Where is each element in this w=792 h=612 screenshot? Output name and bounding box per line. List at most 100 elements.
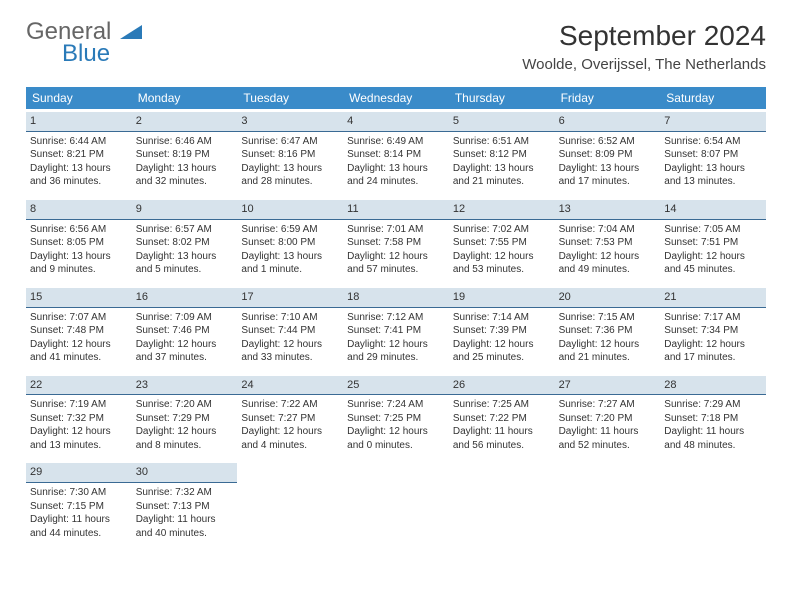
day-headers-row: SundayMondayTuesdayWednesdayThursdayFrid… bbox=[26, 87, 766, 109]
day-cell: 26Sunrise: 7:25 AMSunset: 7:22 PMDayligh… bbox=[449, 373, 555, 461]
day-number: 20 bbox=[555, 288, 661, 308]
day-cell: 24Sunrise: 7:22 AMSunset: 7:27 PMDayligh… bbox=[237, 373, 343, 461]
d2-text: and 4 minutes. bbox=[241, 439, 339, 453]
sunrise-text: Sunrise: 6:57 AM bbox=[136, 223, 234, 237]
day-number: 16 bbox=[132, 288, 238, 308]
d1-text: Daylight: 13 hours bbox=[664, 162, 762, 176]
d1-text: Daylight: 12 hours bbox=[664, 250, 762, 264]
sunset-text: Sunset: 7:15 PM bbox=[30, 500, 128, 514]
d2-text: and 21 minutes. bbox=[453, 175, 551, 189]
day-number: 4 bbox=[343, 112, 449, 132]
sunrise-text: Sunrise: 7:19 AM bbox=[30, 398, 128, 412]
d1-text: Daylight: 11 hours bbox=[30, 513, 128, 527]
day-number: 23 bbox=[132, 376, 238, 396]
day-cell: 23Sunrise: 7:20 AMSunset: 7:29 PMDayligh… bbox=[132, 373, 238, 461]
d1-text: Daylight: 13 hours bbox=[136, 162, 234, 176]
day-cell: 11Sunrise: 7:01 AMSunset: 7:58 PMDayligh… bbox=[343, 197, 449, 285]
day-cell: 18Sunrise: 7:12 AMSunset: 7:41 PMDayligh… bbox=[343, 285, 449, 373]
day-number: 6 bbox=[555, 112, 661, 132]
sunset-text: Sunset: 7:46 PM bbox=[136, 324, 234, 338]
header: General Blue September 2024 Woolde, Over… bbox=[26, 20, 766, 73]
logo: General Blue bbox=[26, 20, 142, 66]
day-cell: 14 Sunrise: 7:05 AMSunset: 7:51 PMDayligh… bbox=[660, 197, 766, 285]
week-row: 22Sunrise: 7:19 AMSunset: 7:32 PMDayligh… bbox=[26, 373, 766, 461]
d2-text: and 52 minutes. bbox=[559, 439, 657, 453]
day-number: 28 bbox=[660, 376, 766, 396]
d2-text: and 24 minutes. bbox=[347, 175, 445, 189]
day-number: 24 bbox=[237, 376, 343, 396]
d1-text: Daylight: 12 hours bbox=[136, 425, 234, 439]
day-number: 27 bbox=[555, 376, 661, 396]
d2-text: and 40 minutes. bbox=[136, 527, 234, 541]
d2-text: and 17 minutes. bbox=[559, 175, 657, 189]
week-row: 1Sunrise: 6:44 AMSunset: 8:21 PMDaylight… bbox=[26, 109, 766, 197]
sunrise-text: Sunrise: 7:24 AM bbox=[347, 398, 445, 412]
day-header: Thursday bbox=[449, 87, 555, 109]
d2-text: and 8 minutes. bbox=[136, 439, 234, 453]
sunrise-text: Sunrise: 7:27 AM bbox=[559, 398, 657, 412]
d1-text: Daylight: 12 hours bbox=[241, 338, 339, 352]
d2-text: and 45 minutes. bbox=[664, 263, 762, 277]
d2-text: and 33 minutes. bbox=[241, 351, 339, 365]
sunrise-text: Sunrise: 7:05 AM bbox=[664, 223, 762, 237]
day-number: 14 bbox=[660, 200, 766, 220]
sunset-text: Sunset: 7:32 PM bbox=[30, 412, 128, 426]
sunrise-text: Sunrise: 6:47 AM bbox=[241, 135, 339, 149]
d2-text: and 48 minutes. bbox=[664, 439, 762, 453]
day-cell: 17Sunrise: 7:10 AMSunset: 7:44 PMDayligh… bbox=[237, 285, 343, 373]
day-cell: 4Sunrise: 6:49 AMSunset: 8:14 PMDaylight… bbox=[343, 109, 449, 197]
sunset-text: Sunset: 8:21 PM bbox=[30, 148, 128, 162]
sunrise-text: Sunrise: 7:15 AM bbox=[559, 311, 657, 325]
weeks-grid: 1Sunrise: 6:44 AMSunset: 8:21 PMDaylight… bbox=[26, 109, 766, 548]
sunrise-text: Sunrise: 7:30 AM bbox=[30, 486, 128, 500]
sunset-text: Sunset: 7:51 PM bbox=[664, 236, 762, 250]
d2-text: and 21 minutes. bbox=[559, 351, 657, 365]
sunset-text: Sunset: 7:58 PM bbox=[347, 236, 445, 250]
d1-text: Daylight: 13 hours bbox=[241, 250, 339, 264]
day-cell: 8Sunrise: 6:56 AMSunset: 8:05 PMDaylight… bbox=[26, 197, 132, 285]
sunset-text: Sunset: 7:41 PM bbox=[347, 324, 445, 338]
day-number: 30 bbox=[132, 463, 238, 483]
sunset-text: Sunset: 7:27 PM bbox=[241, 412, 339, 426]
d1-text: Daylight: 13 hours bbox=[241, 162, 339, 176]
d2-text: and 28 minutes. bbox=[241, 175, 339, 189]
logo-text: General Blue bbox=[26, 20, 142, 66]
d2-text: and 5 minutes. bbox=[136, 263, 234, 277]
sunrise-text: Sunrise: 7:17 AM bbox=[664, 311, 762, 325]
day-number: 12 bbox=[449, 200, 555, 220]
d1-text: Daylight: 13 hours bbox=[136, 250, 234, 264]
sunset-text: Sunset: 7:18 PM bbox=[664, 412, 762, 426]
day-number: 17 bbox=[237, 288, 343, 308]
title-block: September 2024 Woolde, Overijssel, The N… bbox=[522, 20, 766, 73]
sunrise-text: Sunrise: 7:25 AM bbox=[453, 398, 551, 412]
d2-text: and 9 minutes. bbox=[30, 263, 128, 277]
day-number: 13 bbox=[555, 200, 661, 220]
logo-word-blue: Blue bbox=[62, 42, 142, 66]
day-number: 1 bbox=[26, 112, 132, 132]
sunset-text: Sunset: 7:25 PM bbox=[347, 412, 445, 426]
sunrise-text: Sunrise: 7:12 AM bbox=[347, 311, 445, 325]
d1-text: Daylight: 12 hours bbox=[347, 338, 445, 352]
d1-text: Daylight: 11 hours bbox=[136, 513, 234, 527]
day-cell: 16Sunrise: 7:09 AMSunset: 7:46 PMDayligh… bbox=[132, 285, 238, 373]
day-cell: 6Sunrise: 6:52 AMSunset: 8:09 PMDaylight… bbox=[555, 109, 661, 197]
sunrise-text: Sunrise: 7:02 AM bbox=[453, 223, 551, 237]
day-cell: 13Sunrise: 7:04 AMSunset: 7:53 PMDayligh… bbox=[555, 197, 661, 285]
day-header: Wednesday bbox=[343, 87, 449, 109]
day-number: 19 bbox=[449, 288, 555, 308]
day-number: 5 bbox=[449, 112, 555, 132]
day-cell bbox=[449, 460, 555, 548]
day-cell: 9Sunrise: 6:57 AMSunset: 8:02 PMDaylight… bbox=[132, 197, 238, 285]
day-cell: 10Sunrise: 6:59 AMSunset: 8:00 PMDayligh… bbox=[237, 197, 343, 285]
sunset-text: Sunset: 8:05 PM bbox=[30, 236, 128, 250]
day-number: 7 bbox=[660, 112, 766, 132]
sunset-text: Sunset: 7:53 PM bbox=[559, 236, 657, 250]
sunrise-text: Sunrise: 6:51 AM bbox=[453, 135, 551, 149]
day-cell: 25Sunrise: 7:24 AMSunset: 7:25 PMDayligh… bbox=[343, 373, 449, 461]
sunrise-text: Sunrise: 7:20 AM bbox=[136, 398, 234, 412]
day-cell: 28Sunrise: 7:29 AMSunset: 7:18 PMDayligh… bbox=[660, 373, 766, 461]
day-cell: 3Sunrise: 6:47 AMSunset: 8:16 PMDaylight… bbox=[237, 109, 343, 197]
day-cell bbox=[660, 460, 766, 548]
d2-text: and 13 minutes. bbox=[664, 175, 762, 189]
sunset-text: Sunset: 8:14 PM bbox=[347, 148, 445, 162]
